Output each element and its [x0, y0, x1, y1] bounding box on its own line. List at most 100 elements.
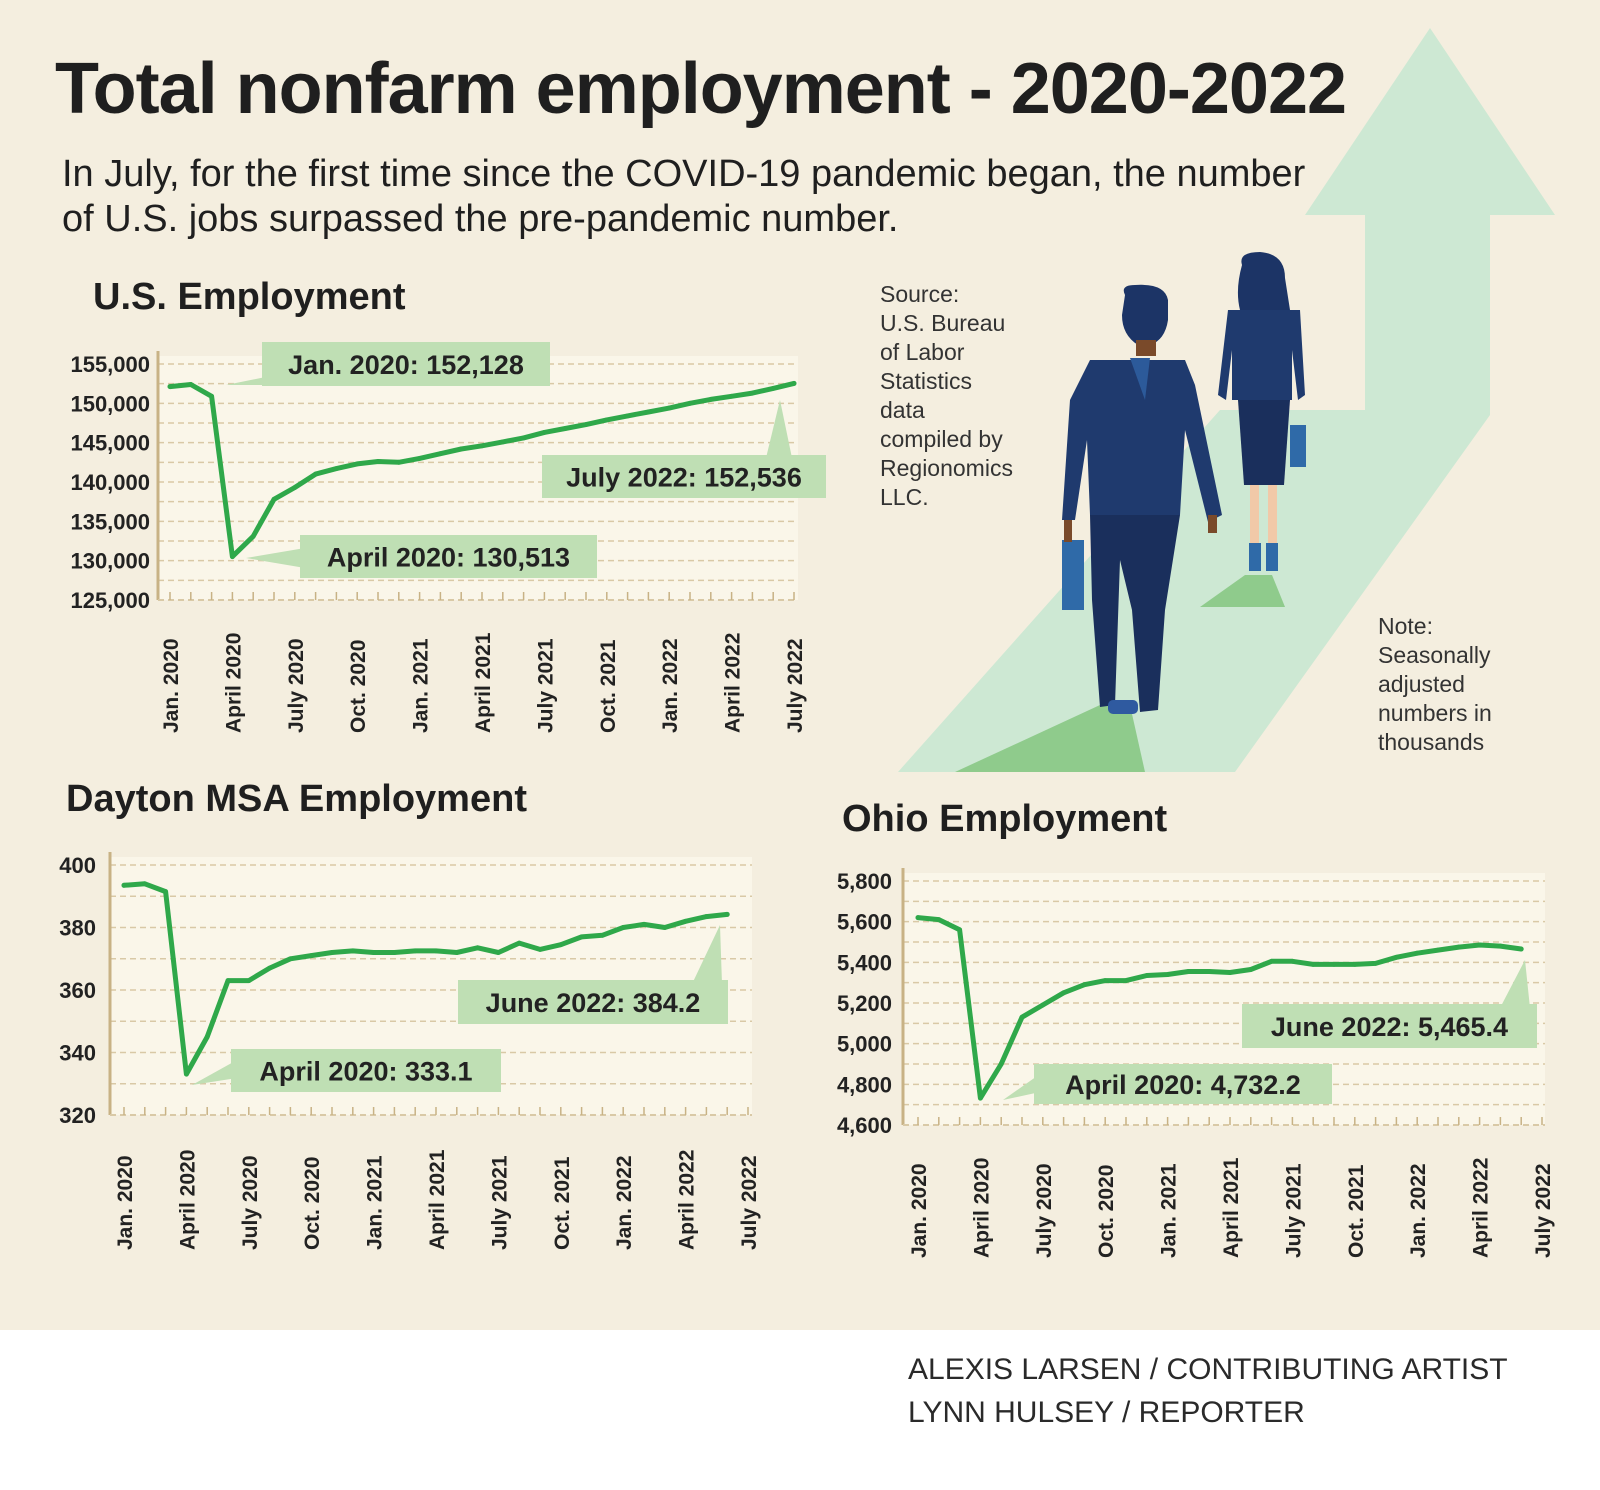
note-line: numbers in — [1378, 700, 1492, 726]
y-tick-label: 155,000 — [70, 352, 150, 377]
source-note: Source: U.S. Bureau of Labor Statistics … — [880, 280, 1013, 512]
x-tick-label: Oct. 2021 — [597, 639, 620, 733]
x-tick-label: July 2022 — [784, 638, 807, 733]
y-tick-label: 135,000 — [70, 509, 150, 534]
y-tick-label: 5,800 — [837, 869, 892, 894]
subtitle-line: In July, for the first time since the CO… — [62, 153, 1306, 195]
data-point — [438, 451, 443, 457]
data-point — [620, 925, 626, 930]
page-title: Total nonfarm employment - 2020-2022 — [55, 49, 1347, 129]
data-point — [209, 393, 215, 399]
y-tick-label: 150,000 — [70, 391, 150, 416]
reporter-credit: LYNN HULSEY / REPORTER — [908, 1396, 1305, 1429]
callout-pointer — [192, 1060, 237, 1085]
callout-pointer — [1500, 960, 1530, 1008]
data-point — [1518, 946, 1524, 952]
data-point — [1456, 944, 1462, 950]
data-point — [230, 554, 235, 560]
data-point — [558, 942, 564, 948]
data-point — [646, 409, 651, 415]
source-line: compiled by — [880, 426, 1003, 452]
x-tick-label: April 2020 — [970, 1158, 993, 1258]
woman-figure-icon — [1218, 252, 1306, 571]
data-point — [1290, 958, 1295, 964]
data-point — [375, 459, 381, 464]
data-point — [724, 911, 730, 917]
data-point — [683, 918, 688, 924]
data-point — [687, 400, 693, 406]
source-line: U.S. Bureau — [880, 310, 1006, 336]
callout-box — [1034, 1064, 1332, 1104]
callout-box — [231, 1049, 501, 1092]
y-tick-label: 5,000 — [837, 1032, 892, 1057]
x-tick-label: July 2021 — [488, 1155, 511, 1250]
x-tick-label: Jan. 2022 — [613, 1155, 636, 1250]
callout-box — [458, 980, 728, 1024]
data-point — [479, 443, 485, 449]
data-point — [1186, 969, 1191, 974]
data-point — [1498, 943, 1503, 949]
data-point — [770, 385, 776, 391]
data-point — [1248, 967, 1254, 972]
x-tick-label: July 2021 — [534, 638, 557, 733]
callout-pointer — [692, 925, 722, 984]
data-point — [562, 426, 568, 431]
data-point — [1061, 990, 1066, 996]
y-tick-label: 5,400 — [837, 950, 892, 975]
x-tick-label: April 2020 — [176, 1150, 199, 1250]
data-point — [354, 461, 360, 467]
data-point — [292, 485, 298, 490]
y-tick-label: 5,200 — [837, 991, 892, 1016]
callout-pointer — [246, 548, 305, 568]
data-point — [542, 430, 547, 435]
artist-credit: ALEXIS LARSEN / CONTRIBUTING ARTIST — [908, 1353, 1508, 1386]
dayton-chart-title: Dayton MSA Employment — [66, 778, 527, 820]
x-tick-label: July 2020 — [285, 638, 308, 733]
series-line — [121, 881, 730, 1077]
y-tick-label: 125,000 — [70, 588, 150, 613]
data-point — [371, 950, 376, 955]
y-tick-label: 380 — [59, 916, 96, 941]
data-point — [604, 417, 610, 423]
data-point — [729, 393, 734, 399]
data-point — [1373, 960, 1378, 966]
data-point — [334, 466, 339, 472]
data-point — [516, 940, 522, 946]
data-point — [417, 456, 422, 461]
x-tick-label: July 2022 — [1532, 1163, 1555, 1258]
data-label: April 2020: 333.1 — [259, 1057, 472, 1087]
man-figure-icon — [1062, 284, 1222, 714]
x-tick-label: April 2021 — [426, 1149, 449, 1250]
source-line: of Labor — [880, 339, 965, 365]
x-tick-label: April 2020 — [222, 633, 245, 733]
data-point — [496, 950, 501, 955]
data-point — [641, 921, 647, 927]
y-tick-label: 400 — [59, 853, 96, 878]
us-chart-title: U.S. Employment — [93, 276, 406, 318]
source-line: LLC. — [880, 484, 929, 510]
data-point — [750, 390, 755, 396]
callout-box — [542, 455, 826, 498]
data-point — [1331, 961, 1337, 967]
data-point — [915, 915, 921, 920]
data-point — [662, 925, 668, 930]
source-line: Statistics — [880, 368, 973, 394]
data-point — [350, 948, 356, 954]
x-tick-label: April 2022 — [1470, 1158, 1493, 1258]
callout-box — [300, 535, 597, 578]
x-tick-label: Jan. 2020 — [160, 638, 183, 733]
data-point — [998, 1061, 1004, 1067]
x-tick-label: Oct. 2021 — [551, 1156, 574, 1250]
data-point — [475, 945, 480, 951]
data-point — [537, 946, 543, 952]
x-tick-label: April 2022 — [676, 1150, 699, 1250]
data-point — [583, 422, 589, 427]
x-tick-label: April 2021 — [472, 632, 495, 733]
data-point — [329, 950, 335, 955]
data-point — [313, 471, 318, 477]
data-point — [163, 889, 169, 894]
callout-pointer — [1003, 1074, 1040, 1100]
data-point — [1269, 958, 1274, 964]
data-point — [167, 384, 173, 389]
data-label: Jan. 2020: 152,128 — [288, 350, 524, 380]
